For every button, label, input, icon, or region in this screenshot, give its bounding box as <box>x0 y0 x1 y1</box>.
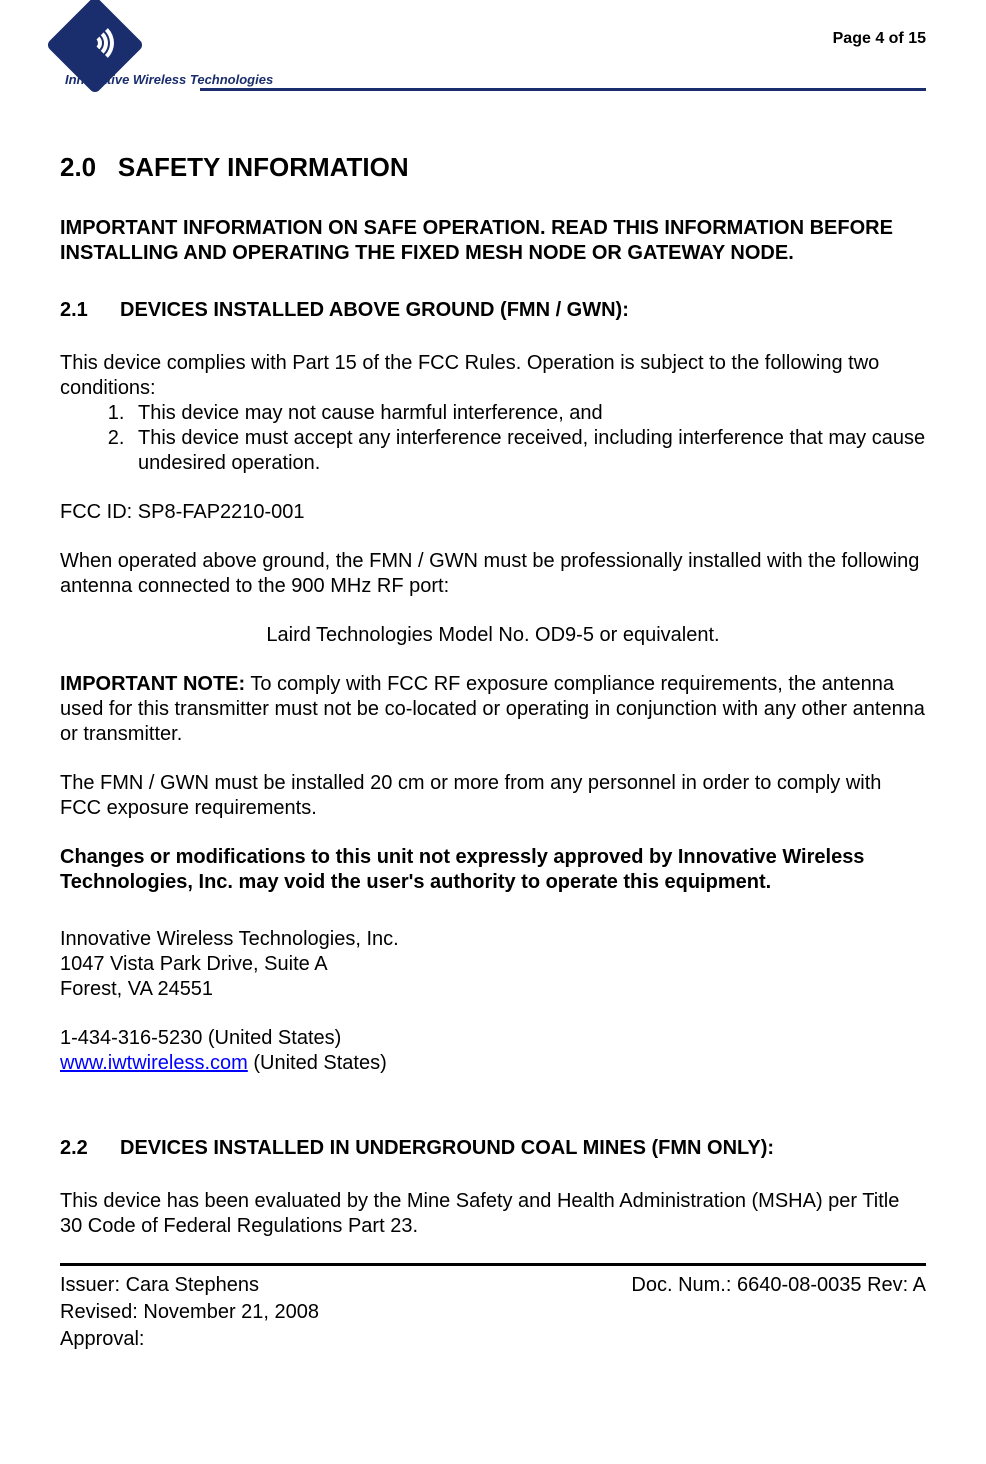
subsection-number: 2.1 <box>60 298 120 323</box>
page-number: Page 4 of 15 <box>833 30 926 48</box>
footer-revised: Revised: November 21, 2008 <box>60 1299 926 1326</box>
website-link[interactable]: www.iwtwireless.com <box>60 1052 248 1074</box>
important-note-label: IMPORTANT NOTE: <box>60 673 245 695</box>
antenna-model: Laird Technologies Model No. OD9-5 or eq… <box>60 623 926 648</box>
contact-block: 1-434-316-5230 (United States) www.iwtwi… <box>60 1026 926 1076</box>
subsection-title-text: DEVICES INSTALLED IN UNDERGROUND COAL MI… <box>120 1137 774 1159</box>
footer-divider <box>60 1263 926 1266</box>
footer-issuer: Issuer: Cara Stephens <box>60 1272 259 1299</box>
intro-warning: IMPORTANT INFORMATION ON SAFE OPERATION.… <box>60 216 926 266</box>
section-number: 2.0 <box>60 152 96 182</box>
subsection-2-2-title: 2.2DEVICES INSTALLED IN UNDERGROUND COAL… <box>60 1136 926 1161</box>
antenna-paragraph: When operated above ground, the FMN / GW… <box>60 549 926 599</box>
document-content: 2.0 SAFETY INFORMATION IMPORTANT INFORMA… <box>60 151 926 1239</box>
compliance-list: This device may not cause harmful interf… <box>60 401 926 476</box>
section-title-text: SAFETY INFORMATION <box>118 152 409 182</box>
footer-docnum: Doc. Num.: 6640-08-0035 Rev: A <box>631 1272 926 1299</box>
list-item: This device must accept any interference… <box>130 426 926 476</box>
subsection-number: 2.2 <box>60 1136 120 1161</box>
website-suffix: (United States) <box>248 1052 387 1074</box>
subsection-2-1-title: 2.1DEVICES INSTALLED ABOVE GROUND (FMN /… <box>60 298 926 323</box>
changes-paragraph: Changes or modifications to this unit no… <box>60 845 926 895</box>
address-line: Forest, VA 24551 <box>60 977 926 1002</box>
phone-number: 1-434-316-5230 (United States) <box>60 1026 926 1051</box>
msha-paragraph: This device has been evaluated by the Mi… <box>60 1189 926 1239</box>
section-title: 2.0 SAFETY INFORMATION <box>60 151 926 184</box>
page-footer: Issuer: Cara Stephens Doc. Num.: 6640-08… <box>0 1272 986 1353</box>
address-line: Innovative Wireless Technologies, Inc. <box>60 927 926 952</box>
footer-approval: Approval: <box>60 1326 926 1353</box>
fcc-id: FCC ID: SP8-FAP2210-001 <box>60 500 926 525</box>
distance-paragraph: The FMN / GWN must be installed 20 cm or… <box>60 771 926 821</box>
logo-text: Innovative Wireless Technologies <box>65 72 273 87</box>
address-line: 1047 Vista Park Drive, Suite A <box>60 952 926 977</box>
list-item: This device may not cause harmful interf… <box>130 401 926 426</box>
page-header: Innovative Wireless Technologies Page 4 … <box>60 20 926 110</box>
important-note: IMPORTANT NOTE: To comply with FCC RF ex… <box>60 672 926 747</box>
subsection-title-text: DEVICES INSTALLED ABOVE GROUND (FMN / GW… <box>120 299 629 321</box>
header-divider <box>200 88 926 91</box>
address-block: Innovative Wireless Technologies, Inc. 1… <box>60 927 926 1002</box>
website-line: www.iwtwireless.com (United States) <box>60 1051 926 1076</box>
company-logo: Innovative Wireless Technologies <box>60 20 260 110</box>
compliance-intro: This device complies with Part 15 of the… <box>60 351 926 401</box>
